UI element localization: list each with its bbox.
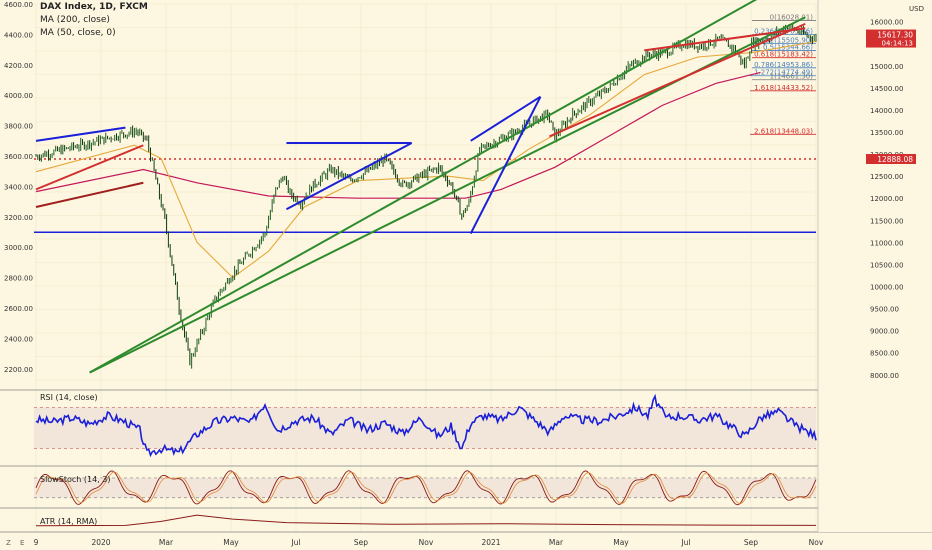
trendline[interactable] [35,126,126,142]
toolbar-glyph: E [20,539,24,547]
left-axis-tick: 3400.00 [4,183,33,191]
right-axis-tick: 8500.00 [870,350,899,358]
right-axis-tick: 9000.00 [870,328,899,336]
x-axis-tick: Sep [354,538,368,547]
left-axis-tick: 2600.00 [4,305,33,313]
left-axis-tick: 3000.00 [4,244,33,252]
price-tag-box [866,29,916,48]
x-axis-tick: Nov [809,538,824,547]
toolbar-glyph: Z [6,539,11,547]
right-axis-tick: 9500.00 [870,306,899,314]
rsi-label: RSI (14, close) [40,393,98,402]
right-axis-tick: 13500.00 [870,129,903,137]
right-axis-tick: 15000.00 [870,63,903,71]
level-tag-label: 12888.08 [877,155,913,164]
x-axis-tick: Jul [680,538,690,547]
right-axis-tick: 14000.00 [870,107,903,115]
ma200-line [35,71,761,199]
fib-label: 1.272(14774.49) [754,69,813,77]
right-axis-tick: 10500.00 [870,261,903,269]
trendline[interactable] [35,144,144,191]
right-axis-tick: 10000.00 [870,283,903,291]
price-tag-countdown: 04:14:13 [882,40,913,48]
stoch-band [34,477,816,498]
ma50-legend: MA (50, close, 0) [40,28,116,38]
fib-label: 1(14661.30) [770,73,814,81]
trendlines[interactable] [35,0,806,374]
atr-line [35,514,817,527]
right-axis-tick: 16000.00 [870,19,903,27]
x-axis-tick: May [613,538,629,547]
x-axis-tick: Sep [744,538,758,547]
x-axis-tick: Jul [290,538,300,547]
x-axis-tick: 2021 [481,538,500,547]
left-axis-tick: 3800.00 [4,123,33,131]
atr-label: ATR (14, RMA) [40,517,97,526]
indicator-panes: RSI (14, close) SlowStoch (14, 3) ATR (14,… [0,389,932,533]
x-axis-tick: Mar [549,538,564,547]
fib-label: 2.618(13448.03) [754,127,813,135]
trendline[interactable] [285,142,413,211]
right-axis-tick: 11500.00 [870,217,903,225]
x-axis-tick: Mar [159,538,174,547]
stoch-k-line [35,470,817,506]
right-axis-tick: 8000.00 [870,372,899,380]
price-tag-value: 15617.30 [877,31,913,40]
ma50-line [35,40,817,279]
right-axis-tick: 11000.00 [870,239,903,247]
stoch-label: SlowStoch (14, 3) [40,475,110,484]
fib-label: 0.382(15505.90) [754,36,813,44]
moving-averages [35,40,817,279]
axes: 80.0060.0040.0020.00100.000.004600.00440… [4,0,932,547]
fib-label: 0(16028.01) [770,13,814,21]
trendline[interactable] [549,22,806,138]
right-axis-tick: 14500.00 [870,85,903,93]
right-axis-panel [818,0,932,532]
x-axis-tick: May [223,538,239,547]
horizontal-levels [34,158,816,233]
left-axis-tick: 4000.00 [4,92,33,100]
right-axis-tick: 12500.00 [870,173,903,181]
trendline[interactable] [470,95,542,142]
left-axis-tick: 2200.00 [4,366,33,374]
rsi-line [35,393,817,458]
level-tag-box [866,154,916,165]
left-axis-tick: 2800.00 [4,275,33,283]
stoch-d-line [35,471,817,505]
x-axis-tick: 2020 [91,538,110,547]
x-axis-tick: 9 [34,538,39,547]
left-axis-tick: 3200.00 [4,214,33,222]
left-axis-tick: 4200.00 [4,62,33,70]
left-axis-tick: 2400.00 [4,335,33,343]
trendline[interactable] [469,96,542,234]
left-axis-tick: 4600.00 [4,1,33,9]
rsi-band [34,407,816,449]
left-axis-tick: 3600.00 [4,153,33,161]
currency-label: USD [909,5,924,13]
x-axis-tick: Nov [419,538,434,547]
trendline[interactable] [644,27,806,52]
ma200-legend: MA (200, close) [40,15,110,25]
trendline[interactable] [35,181,144,209]
fib-label: 0.5(15344.66) [763,44,813,52]
left-axis-tick: 4400.00 [4,31,33,39]
fib-label: 1.618(14433.52) [754,84,813,92]
chart-title: DAX Index, 1D, FXCM [40,2,148,12]
right-axis-tick: 12000.00 [870,195,903,203]
fib-label: 0.786(14953.86) [754,61,813,69]
fib-label: 0.618(15183.42) [754,51,813,59]
